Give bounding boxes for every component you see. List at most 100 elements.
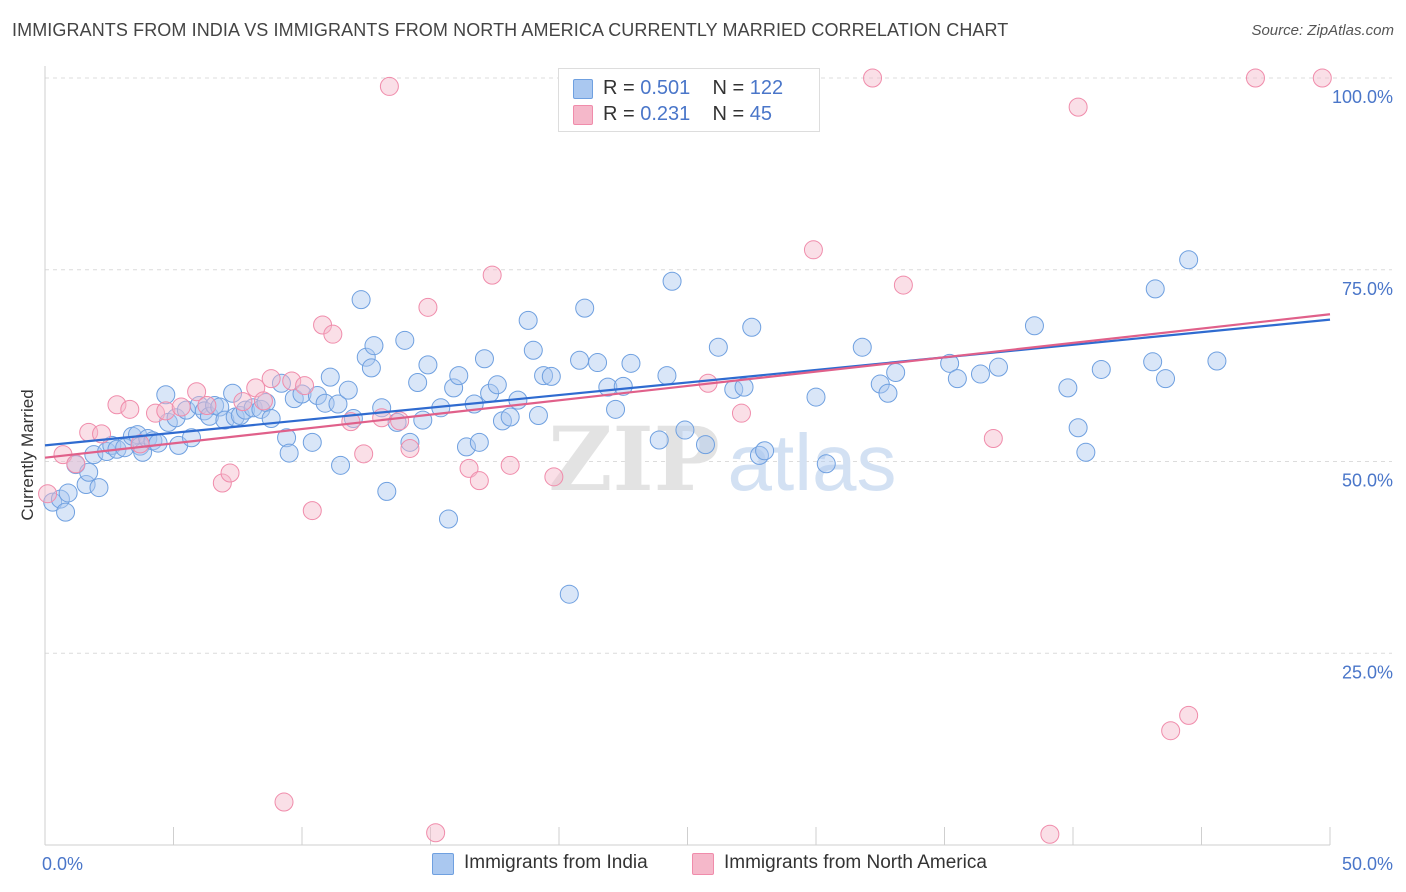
india-data-point (331, 455, 351, 475)
north-america-data-point (1068, 97, 1088, 117)
legend-n-label: N = (712, 103, 745, 125)
india-data-point (474, 349, 494, 369)
india-data-point (988, 357, 1008, 377)
north-america-data-point (156, 401, 176, 421)
legend-r-label: R = (603, 103, 635, 125)
india-data-point (320, 367, 340, 387)
legend-r-value-india: 0.501 (640, 77, 691, 99)
north-america-data-point (1245, 68, 1265, 88)
india-data-point (575, 298, 595, 318)
india-data-point (243, 398, 263, 418)
india-data-point (400, 432, 420, 452)
north-america-data-point (418, 297, 438, 317)
north-america-data-point (66, 454, 86, 474)
north-america-data-point (220, 463, 240, 483)
india-data-point (1091, 359, 1111, 379)
north-america-data-point (1040, 824, 1060, 844)
legend-r-label: R = (603, 77, 635, 99)
india-trend-line (44, 318, 1331, 447)
india-data-point (469, 432, 489, 452)
india-data-point (449, 366, 469, 386)
north-america-data-point (482, 265, 502, 285)
india-data-point (816, 454, 836, 474)
india-data-point (194, 401, 214, 421)
india-data-point (302, 432, 322, 452)
x-tick-label-min: 0.0% (42, 854, 83, 874)
india-data-point (570, 350, 590, 370)
legend-n-value-north-america: 45 (749, 103, 773, 125)
y-tick-label: 100.0% (1332, 87, 1393, 107)
north-america-data-point (171, 397, 191, 417)
north-america-data-point (731, 403, 751, 423)
india-data-point (76, 475, 96, 495)
y-tick-label: 25.0% (1342, 662, 1393, 682)
chart-title: IMMIGRANTS FROM INDIA VS IMMIGRANTS FROM… (12, 20, 1009, 40)
series-legend-swatch-india (432, 853, 454, 875)
india-data-point (487, 375, 507, 395)
chart-source: Source: ZipAtlas.com (1251, 22, 1394, 39)
north-america-data-point (400, 438, 420, 458)
india-data-point (1143, 352, 1163, 372)
north-america-data-point (107, 395, 127, 415)
india-data-point (418, 355, 438, 375)
india-data-point (148, 433, 168, 453)
legend-n-value-india: 122 (749, 77, 784, 99)
india-data-point (708, 337, 728, 357)
india-data-point (695, 435, 715, 455)
india-data-point (408, 372, 428, 392)
north-america-data-point (469, 471, 489, 491)
india-data-point (734, 377, 754, 397)
north-america-data-point (120, 399, 140, 419)
india-data-point (675, 420, 695, 440)
north-america-data-point (1179, 705, 1199, 725)
north-america-data-point (863, 68, 883, 88)
north-america-data-point (212, 473, 232, 493)
grid-lines (45, 77, 1392, 654)
india-data-point (156, 385, 176, 405)
legend-text-india: R = 0.501 N = 122 (603, 77, 783, 100)
india-data-point (377, 481, 397, 501)
legend-n-label: N = (712, 77, 745, 99)
india-data-point (1156, 369, 1176, 389)
north-america-data-point (893, 275, 913, 295)
north-america-data-point (282, 371, 302, 391)
india-data-point (279, 443, 299, 463)
india-data-point (338, 380, 358, 400)
series-legend: Immigrants from India Immigrants from No… (0, 852, 1406, 878)
north-america-data-point (390, 411, 410, 431)
india-data-point (541, 366, 561, 386)
india-data-point (657, 366, 677, 386)
north-america-data-point (500, 455, 520, 475)
india-data-point (58, 483, 78, 503)
north-america-data-point (426, 823, 446, 843)
north-america-data-point (261, 369, 281, 389)
india-data-point (56, 502, 76, 522)
india-data-point (621, 353, 641, 373)
india-data-point (1076, 442, 1096, 462)
india-data-point (852, 337, 872, 357)
india-data-point (559, 584, 579, 604)
y-tick-label: 75.0% (1342, 279, 1393, 299)
india-data-point (500, 407, 520, 427)
north-america-data-point (803, 240, 823, 260)
india-data-point (215, 410, 235, 430)
india-data-point (947, 369, 967, 389)
india-data-point (351, 290, 371, 310)
north-america-data-point (379, 76, 399, 96)
india-data-point (456, 437, 476, 457)
india-data-point (84, 445, 104, 465)
legend-text-north-america: R = 0.231 N = 45 (603, 103, 772, 126)
north-america-data-point (274, 792, 294, 812)
legend-swatch-north-america (573, 105, 593, 125)
watermark: ZIP atlas (548, 407, 896, 511)
india-data-point (1179, 250, 1199, 270)
north-america-data-point (1161, 721, 1181, 741)
india-data-point (518, 310, 538, 330)
x-tick-label-max: 50.0% (1342, 854, 1393, 874)
india-data-point (328, 394, 348, 414)
north-america-data-point (459, 458, 479, 478)
india-data-point (438, 509, 458, 529)
north-america-data-point (253, 391, 273, 411)
india-data-point (970, 364, 990, 384)
